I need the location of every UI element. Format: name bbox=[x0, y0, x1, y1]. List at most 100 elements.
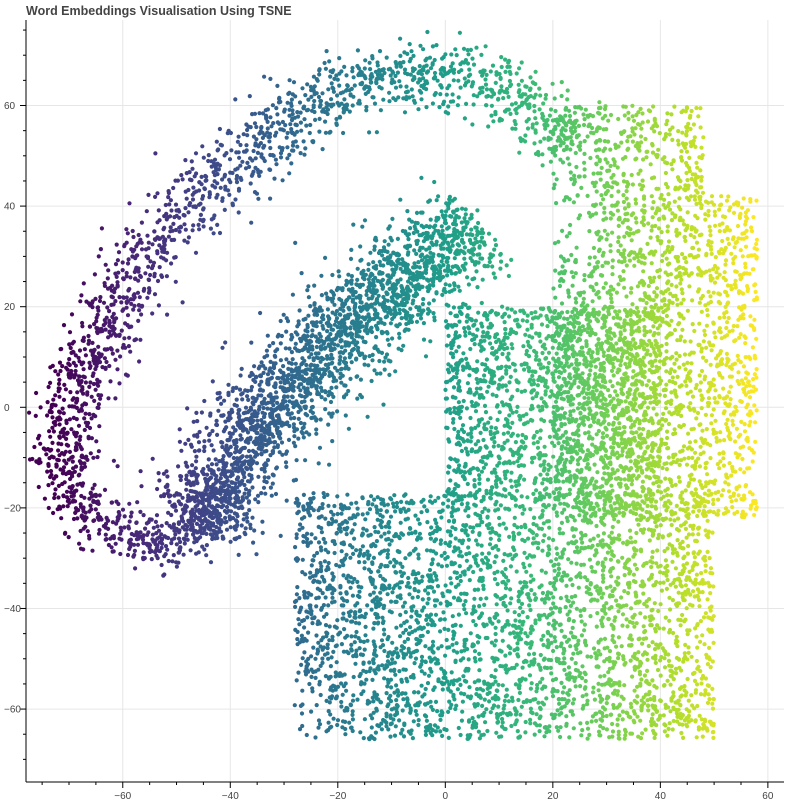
data-point bbox=[226, 392, 231, 398]
data-point bbox=[267, 343, 272, 348]
data-point bbox=[164, 274, 169, 279]
data-point bbox=[242, 482, 247, 488]
data-point bbox=[138, 337, 143, 342]
data-point bbox=[176, 560, 181, 565]
data-point bbox=[344, 73, 349, 78]
data-point bbox=[202, 448, 207, 454]
data-point bbox=[563, 137, 568, 142]
data-point bbox=[386, 278, 391, 283]
data-point bbox=[302, 421, 307, 426]
data-point bbox=[214, 195, 219, 200]
data-point bbox=[153, 151, 158, 156]
data-point bbox=[53, 369, 58, 374]
data-point bbox=[186, 235, 191, 240]
data-point bbox=[498, 88, 503, 93]
data-point bbox=[551, 171, 556, 176]
data-point bbox=[403, 231, 408, 236]
data-point bbox=[68, 476, 73, 482]
data-point bbox=[46, 463, 51, 468]
data-point bbox=[216, 147, 221, 152]
data-point bbox=[477, 245, 482, 250]
data-point bbox=[153, 550, 158, 555]
data-point bbox=[703, 412, 709, 417]
data-point bbox=[367, 60, 372, 65]
data-point bbox=[209, 159, 214, 164]
data-point bbox=[537, 107, 542, 112]
data-point bbox=[173, 202, 179, 207]
data-point bbox=[66, 457, 71, 462]
data-point bbox=[479, 235, 485, 240]
data-point bbox=[246, 397, 251, 402]
data-point bbox=[188, 548, 193, 553]
data-point bbox=[285, 394, 290, 399]
data-point bbox=[109, 294, 114, 299]
data-point bbox=[107, 363, 112, 369]
data-point bbox=[268, 414, 273, 419]
data-point bbox=[89, 416, 94, 421]
data-point bbox=[206, 153, 211, 158]
data-point bbox=[250, 412, 255, 417]
data-point bbox=[377, 76, 382, 81]
data-point bbox=[211, 231, 216, 236]
data-point bbox=[418, 245, 423, 250]
data-point bbox=[493, 237, 498, 242]
data-point bbox=[171, 185, 176, 191]
data-point bbox=[310, 373, 316, 378]
data-point bbox=[248, 526, 253, 531]
data-point bbox=[548, 159, 554, 164]
data-point bbox=[56, 386, 61, 391]
data-point bbox=[358, 244, 363, 249]
data-point bbox=[393, 85, 399, 90]
data-point bbox=[651, 104, 656, 109]
data-point bbox=[262, 427, 267, 432]
data-point bbox=[183, 206, 188, 211]
data-point bbox=[75, 516, 80, 521]
data-point bbox=[696, 342, 701, 347]
data-point bbox=[102, 318, 107, 323]
data-point bbox=[86, 333, 91, 339]
data-point bbox=[27, 457, 33, 462]
data-point bbox=[328, 74, 333, 79]
data-point bbox=[450, 61, 455, 66]
data-point bbox=[311, 140, 316, 145]
data-point bbox=[56, 495, 61, 500]
data-point bbox=[621, 199, 627, 205]
data-point bbox=[191, 223, 196, 228]
data-point bbox=[262, 420, 267, 425]
data-point bbox=[385, 331, 390, 336]
data-point bbox=[388, 73, 393, 78]
data-point bbox=[233, 167, 238, 172]
data-point bbox=[237, 407, 242, 413]
data-point bbox=[133, 566, 138, 571]
data-point bbox=[316, 339, 321, 344]
data-point bbox=[244, 495, 249, 500]
data-point bbox=[277, 95, 282, 100]
data-point bbox=[538, 93, 543, 98]
data-point bbox=[725, 417, 730, 422]
data-point bbox=[348, 312, 353, 317]
data-point bbox=[235, 139, 240, 144]
data-point bbox=[83, 380, 88, 385]
data-point bbox=[226, 438, 231, 443]
data-point bbox=[71, 415, 76, 420]
data-point bbox=[338, 371, 343, 376]
data-point bbox=[390, 336, 395, 341]
data-point bbox=[238, 437, 243, 442]
data-point bbox=[69, 312, 75, 317]
data-point bbox=[301, 105, 306, 110]
data-point bbox=[95, 377, 100, 382]
data-point bbox=[335, 343, 340, 348]
data-point bbox=[196, 448, 201, 453]
data-point bbox=[182, 222, 187, 227]
data-point bbox=[38, 441, 43, 446]
data-point bbox=[177, 229, 182, 234]
data-point bbox=[316, 356, 321, 361]
data-point bbox=[561, 148, 567, 153]
data-point bbox=[167, 202, 172, 207]
data-point bbox=[653, 499, 659, 504]
data-point bbox=[222, 427, 227, 432]
data-point bbox=[362, 328, 368, 333]
data-point bbox=[157, 265, 162, 270]
data-point bbox=[280, 178, 285, 183]
data-point bbox=[585, 134, 590, 139]
